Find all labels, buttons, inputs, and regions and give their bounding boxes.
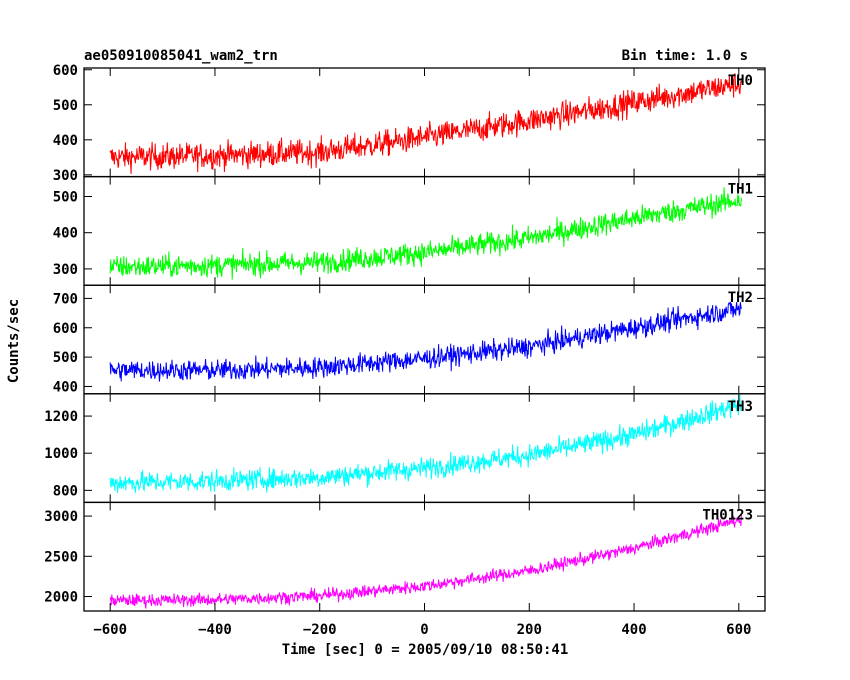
y-tick-label: 400 <box>53 133 78 149</box>
y-tick-label: 400 <box>53 379 78 395</box>
y-tick-label: 600 <box>53 321 78 337</box>
x-axis: −600 −400 −200 0 200 400 600 <box>93 622 751 638</box>
series-label-th3: TH3 <box>728 399 753 415</box>
y-tick-label: 500 <box>53 350 78 366</box>
panel-th2: 400 500 600 700 TH2 <box>53 284 766 395</box>
y-tick-label: 700 <box>53 291 78 307</box>
x-tick-label: −200 <box>303 622 337 638</box>
x-tick-label: 400 <box>621 622 646 638</box>
x-tick-label: 600 <box>726 622 751 638</box>
panel-frame <box>83 175 766 286</box>
panels-group: 300 400 500 600 TH0 300 400 500 TH1 400 500 600 700 T… <box>44 63 766 612</box>
y-tick-label: 600 <box>53 63 78 79</box>
panel-th0123: 2000 2500 3000 TH0123 <box>44 501 766 612</box>
x-tick-label: 200 <box>517 622 542 638</box>
series-label-th0: TH0 <box>728 73 753 89</box>
y-tick-label: 1200 <box>44 409 78 425</box>
y-tick-label: 500 <box>53 190 78 206</box>
panel-th1: 300 400 500 TH1 <box>53 175 766 286</box>
series-line-th2 <box>109 301 742 382</box>
y-tick-label: 1000 <box>44 446 78 462</box>
x-tick-label: −600 <box>93 622 127 638</box>
panel-th3: 800 1000 1200 TH3 <box>44 393 766 504</box>
series-label-th1: TH1 <box>728 182 753 198</box>
y-tick-label: 3000 <box>44 509 78 525</box>
series-label-th2: TH2 <box>728 290 753 306</box>
y-tick-label: 300 <box>53 168 78 184</box>
x-tick-label: −400 <box>198 622 232 638</box>
panel-th0: 300 400 500 600 TH0 <box>53 63 766 184</box>
series-label-th0123: TH0123 <box>702 507 753 523</box>
y-tick-label: 500 <box>53 98 78 114</box>
y-axis-label: Counts/sec <box>6 299 22 383</box>
x-axis-label: Time [sec] 0 = 2005/09/10 08:50:41 <box>282 642 569 658</box>
series-line-th1 <box>109 187 742 280</box>
y-tick-label: 2500 <box>44 549 78 565</box>
bin-time-label: Bin time: 1.0 s <box>622 48 748 64</box>
series-line-th3 <box>109 394 742 494</box>
y-tick-label: 2000 <box>44 590 78 606</box>
series-line-th0 <box>109 73 742 175</box>
panel-frame <box>83 284 766 395</box>
panel-frame <box>83 501 766 612</box>
y-tick-label: 300 <box>53 262 78 278</box>
y-tick-label: 800 <box>53 483 78 499</box>
panel-frame <box>83 393 766 504</box>
x-tick-label: 0 <box>420 622 428 638</box>
series-line-th0123 <box>109 515 742 609</box>
y-tick-label: 400 <box>53 226 78 242</box>
chart-title: ae050910085041_wam2_trn <box>84 48 278 64</box>
